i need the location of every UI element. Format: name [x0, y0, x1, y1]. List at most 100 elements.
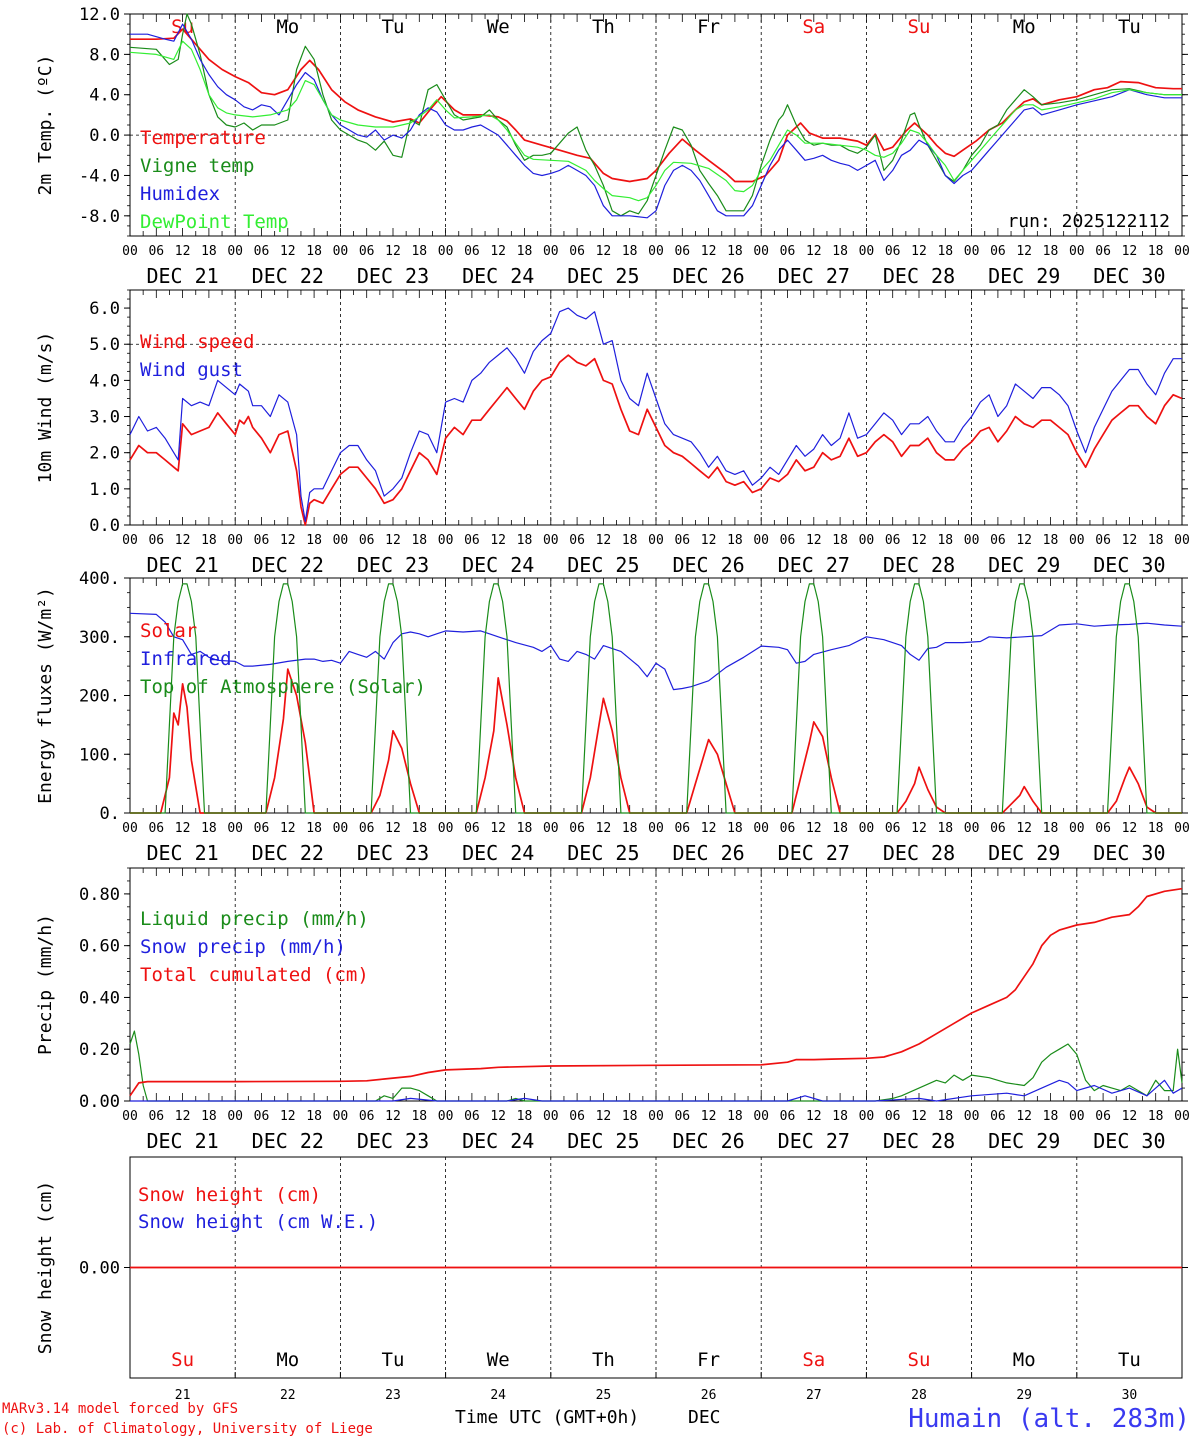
hour-tick-label: 18: [411, 244, 427, 259]
day-label: DEC 25: [567, 553, 639, 577]
y-tick-label: 400.: [79, 569, 120, 589]
hour-tick-label: 18: [937, 244, 953, 259]
hour-tick-label: 18: [832, 533, 848, 548]
day-label: DEC 24: [462, 1129, 534, 1153]
legend-entry: Liquid precip (mm/h): [140, 908, 369, 930]
day-label: DEC 27: [778, 841, 850, 865]
hour-tick-label: 06: [885, 1109, 901, 1124]
y-tick-label: 4.0: [89, 86, 120, 106]
hour-tick-label: 18: [306, 821, 322, 836]
chart-panel-5: 0.00 Snow height (cm) Su Mo Tu We Th Fr Sa Su Mo Tu…: [35, 1156, 1188, 1403]
legend-entry: Total cumulated (cm): [140, 964, 369, 986]
day-number-label: 30: [1122, 1388, 1138, 1403]
y-tick-label: 200.: [79, 687, 120, 707]
hour-tick-label: 18: [727, 244, 743, 259]
chart-panel-1: -8.0 -4.0 0.0 4.0 8.0 12.0 2m Temp. (ºC) 00 06 12…: [35, 5, 1190, 288]
hour-tick-label: 06: [359, 821, 375, 836]
hour-tick-label: 12: [596, 821, 612, 836]
hour-tick-label: 12: [911, 244, 927, 259]
hour-tick-label: 06: [885, 821, 901, 836]
hour-tick-label: 06: [674, 1109, 690, 1124]
series-line-wind-speed: [129, 354, 1183, 526]
y-tick-label: 3.0: [89, 408, 120, 428]
hour-tick-label: 00: [753, 821, 769, 836]
hour-tick-label: 18: [832, 1109, 848, 1124]
weekday-label: Su: [908, 16, 931, 38]
hour-tick-label: 00: [648, 821, 664, 836]
hour-tick-label: 00: [227, 1109, 243, 1124]
hour-tick-label: 06: [254, 821, 270, 836]
day-label: DEC 25: [567, 841, 639, 865]
hour-tick-label: 00: [648, 1109, 664, 1124]
hour-tick-label: 00: [1069, 1109, 1085, 1124]
y-tick-label: 12.0: [79, 5, 120, 25]
weekday-label: We: [487, 1349, 510, 1371]
hour-tick-label: 18: [937, 821, 953, 836]
hour-tick-label: 12: [806, 1109, 822, 1124]
meteogram-panels: -8.0 -4.0 0.0 4.0 8.0 12.0 2m Temp. (ºC) 00 06 12…: [35, 5, 1190, 1403]
day-label: DEC 23: [357, 264, 429, 288]
legend-entry: Infrared: [140, 648, 232, 670]
chart-panel-2: 0.0 1.0 2.0 3.0 4.0 5.0 6.0 10m Wind (m/s) 00 06 1…: [35, 289, 1190, 577]
hour-tick-label: 18: [1043, 244, 1059, 259]
weekday-label: Su: [171, 16, 194, 38]
day-label: DEC 27: [778, 1129, 850, 1153]
hour-tick-label: 06: [990, 244, 1006, 259]
hour-tick-label: 18: [517, 1109, 533, 1124]
hour-tick-label: 06: [780, 1109, 796, 1124]
chart-panel-4: 0.00 0.20 0.40 0.60 0.80 Precip (mm/h) 00 06 12 1…: [35, 867, 1190, 1153]
hour-tick-label: 06: [464, 821, 480, 836]
weekday-label: Tu: [382, 16, 405, 38]
hour-tick-label: 12: [1122, 1109, 1138, 1124]
hour-tick-label: 00: [438, 533, 454, 548]
hour-tick-label: 12: [490, 244, 506, 259]
hour-tick-label: 12: [806, 533, 822, 548]
hour-tick-label: 12: [280, 244, 296, 259]
hour-tick-label: 12: [701, 821, 717, 836]
legend-entry: Snow height (cm): [138, 1184, 321, 1206]
day-label: DEC 28: [883, 841, 955, 865]
hour-tick-label: 06: [148, 821, 164, 836]
hour-tick-label: 12: [280, 1109, 296, 1124]
hour-tick-label: 00: [1069, 244, 1085, 259]
hour-tick-label: 06: [254, 244, 270, 259]
day-number-label: 29: [1016, 1388, 1032, 1403]
day-label: DEC 29: [988, 841, 1060, 865]
day-label: DEC 24: [462, 841, 534, 865]
hour-tick-label: 00: [122, 244, 138, 259]
day-label: DEC 22: [252, 553, 324, 577]
weekday-label: Th: [592, 1349, 615, 1371]
hour-tick-label: 06: [780, 821, 796, 836]
hour-tick-label: 18: [622, 1109, 638, 1124]
y-tick-label: 5.0: [89, 335, 120, 355]
hour-tick-label: 00: [122, 533, 138, 548]
hour-tick-label: 12: [385, 244, 401, 259]
hour-tick-label: 12: [490, 1109, 506, 1124]
hour-tick-label: 18: [727, 1109, 743, 1124]
hour-tick-label: 06: [674, 244, 690, 259]
weekday-label: Fr: [697, 16, 720, 38]
hour-tick-label: 12: [280, 533, 296, 548]
hour-tick-label: 00: [1174, 533, 1190, 548]
hour-tick-label: 12: [280, 821, 296, 836]
hour-tick-label: 12: [175, 1109, 191, 1124]
hour-tick-label: 00: [122, 1109, 138, 1124]
hour-tick-label: 06: [1095, 244, 1111, 259]
hour-tick-label: 12: [1016, 244, 1032, 259]
hour-tick-label: 06: [569, 244, 585, 259]
y-axis-label: 10m Wind (m/s): [35, 332, 56, 484]
hour-tick-label: 12: [596, 1109, 612, 1124]
hour-tick-label: 06: [1095, 533, 1111, 548]
hour-tick-label: 18: [937, 1109, 953, 1124]
hour-tick-label: 18: [201, 533, 217, 548]
series-line-solar: [130, 668, 1182, 814]
hour-tick-label: 18: [727, 533, 743, 548]
weekday-label: Th: [592, 16, 615, 38]
day-number-label: 22: [280, 1388, 296, 1403]
y-tick-label: 0.40: [79, 988, 120, 1008]
y-tick-label: -8.0: [79, 207, 120, 227]
lab-credit: (c) Lab. of Climatology, University of L…: [2, 1421, 373, 1437]
day-label: DEC 26: [672, 264, 744, 288]
hour-tick-label: 12: [911, 533, 927, 548]
